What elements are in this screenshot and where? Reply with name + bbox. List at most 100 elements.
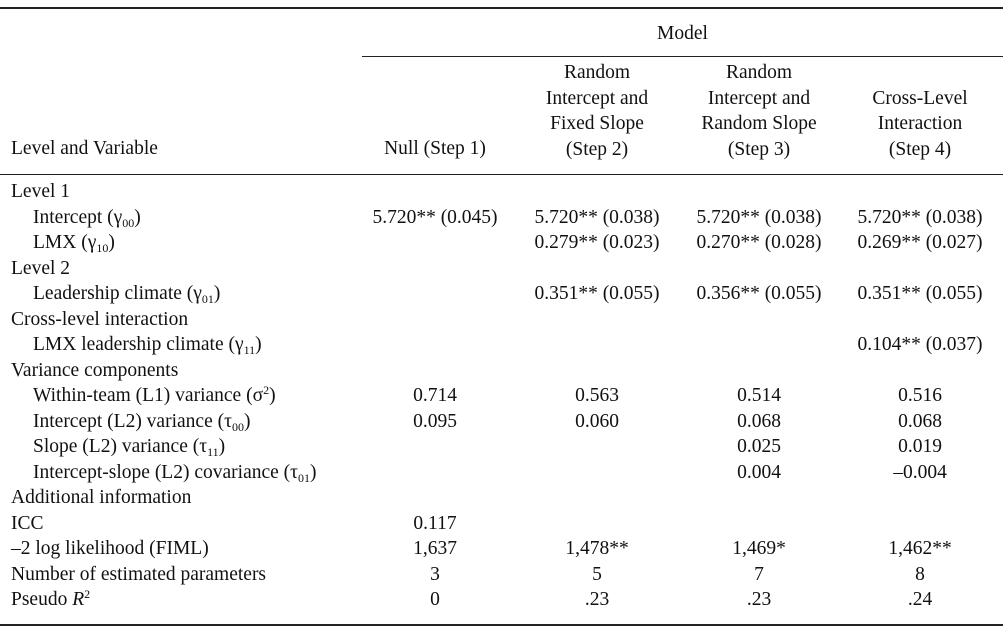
col-header-step3: Random Intercept and Random Slope (Step … xyxy=(688,60,830,162)
model-spanner-label: Model xyxy=(657,23,708,44)
row-label-text: Slope (L2) variance (τ xyxy=(33,436,208,457)
row-label-tail: ) xyxy=(218,436,226,457)
table-cell: 0.563 xyxy=(575,385,619,406)
row-label-text: –2 log likelihood (FIML) xyxy=(11,538,209,559)
table-cell: .23 xyxy=(584,589,610,610)
row-label-tail: ) xyxy=(134,206,141,228)
col-header-step4-line: (Step 4) xyxy=(888,138,952,160)
row-label: Slope (L2) variance (τ11) xyxy=(33,435,225,459)
col-header-step4-line: Cross-Level xyxy=(872,87,968,109)
table-cell: 0.269** (0.027) xyxy=(857,232,983,253)
row-label-italic: R xyxy=(72,589,85,610)
row-label-tail: ) xyxy=(309,461,317,483)
table-cell: 1,478** xyxy=(565,538,629,559)
table-cell: .24 xyxy=(907,589,933,610)
row-label: Leadership climate (γ01) xyxy=(33,282,220,306)
row-label: Level 2 xyxy=(11,257,70,281)
row-label: Intercept-slope (L2) covariance (τ01) xyxy=(33,461,316,485)
table-cell: 0 xyxy=(430,589,440,610)
table-cell: 0.714 xyxy=(413,385,457,406)
table-cell: 0.068 xyxy=(898,410,942,432)
table-cell: .23 xyxy=(746,589,772,610)
table-cell: 0.351** (0.055) xyxy=(534,283,660,304)
row-label: Intercept (L2) variance (τ00) xyxy=(33,410,250,434)
row-label-text: Leadership climate (γ xyxy=(33,283,202,304)
table-cell: 0.025 xyxy=(737,436,781,457)
table-cell: 5.720** (0.038) xyxy=(696,206,822,228)
row-label-text: Variance components xyxy=(11,359,179,381)
table-cell: 1,637 xyxy=(413,538,457,559)
header-rule xyxy=(0,174,1003,175)
table-cell: 0.019 xyxy=(898,436,942,457)
row-label-text: Intercept (L2) variance (τ xyxy=(33,410,232,432)
row-label: Within-team (L1) variance (σ2) xyxy=(33,384,276,408)
row-label-tail: ) xyxy=(213,283,221,304)
row-label-subscript: 10 xyxy=(96,241,109,255)
row-label-tail: ) xyxy=(108,232,115,253)
row-label: Cross-level interaction xyxy=(11,308,188,332)
row-label-tail: ) xyxy=(255,334,262,355)
col-header-step3-line: (Step 3) xyxy=(727,138,791,160)
row-label-subscript: 01 xyxy=(201,292,214,306)
row-label-text: Level 2 xyxy=(11,257,71,279)
table-cell: 0.117 xyxy=(413,512,457,534)
table-cell: 1,469* xyxy=(732,538,786,559)
row-label-tail: ) xyxy=(243,410,251,432)
row-label: Additional information xyxy=(11,486,191,510)
row-label-superscript: 2 xyxy=(263,383,270,397)
row-label-text: ICC xyxy=(11,512,44,534)
row-label-text: Number of estimated parameters xyxy=(11,563,267,585)
row-label: LMX (γ10) xyxy=(33,231,115,255)
row-label: Number of estimated parameters xyxy=(11,563,266,587)
bottom-rule xyxy=(0,624,1003,626)
table-cell: 1,462** xyxy=(888,538,952,559)
table-cell: 0.351** (0.055) xyxy=(857,283,983,304)
row-label-tail: ) xyxy=(269,385,276,406)
col-header-step2-line: (Step 2) xyxy=(565,138,629,160)
table-cell: –0.004 xyxy=(893,461,947,483)
table-cell: 5.720** (0.038) xyxy=(857,206,983,228)
table-cell: 5 xyxy=(592,563,602,585)
table-cell: 0.060 xyxy=(575,410,619,432)
row-label: ICC xyxy=(11,512,44,536)
table-cell: 7 xyxy=(754,563,764,585)
row-label-text: Cross-level interaction xyxy=(11,308,189,330)
row-label: –2 log likelihood (FIML) xyxy=(11,537,209,561)
table-cell: 0.104** (0.037) xyxy=(857,334,983,355)
model-spanner-rule xyxy=(362,56,1003,57)
row-label-text: Within-team (L1) variance (σ xyxy=(33,385,264,406)
col-header-step4-line: Interaction xyxy=(877,113,963,134)
table-cell: 0.514 xyxy=(737,385,781,406)
table-cell: 0.356** (0.055) xyxy=(696,283,822,304)
table-cell: 3 xyxy=(430,563,440,585)
table-cell: 5.720** (0.045) xyxy=(372,206,498,228)
row-label: Level 1 xyxy=(11,180,70,204)
col-header-step2-line: Fixed Slope xyxy=(550,113,644,134)
table-cell: 0.095 xyxy=(413,410,457,432)
col-header-step2-line: Intercept and xyxy=(545,87,649,109)
table-cell: 8 xyxy=(915,563,925,585)
table-cell: 5.720** (0.038) xyxy=(534,206,660,228)
row-label-subscript: 11 xyxy=(207,445,219,459)
table-cell: 0.270** (0.028) xyxy=(696,232,822,253)
table-cell: 0.516 xyxy=(898,385,942,406)
row-label-text: Pseudo xyxy=(11,589,73,610)
col-header-step2: Random Intercept and Fixed Slope (Step 2… xyxy=(526,60,668,162)
row-label-text: Additional information xyxy=(11,487,192,508)
table-cell: 0.279** (0.023) xyxy=(534,232,660,253)
row-label-text: LMX (γ xyxy=(33,232,97,253)
col-header-step3-line: Intercept and xyxy=(707,87,811,109)
col-header-step3-line: Random Slope xyxy=(701,113,817,134)
row-label-text: Intercept (γ xyxy=(33,206,123,228)
row-label: Pseudo R2 xyxy=(11,588,90,612)
row-label-subscript: 11 xyxy=(243,343,256,357)
stub-header: Level and Variable xyxy=(11,138,158,159)
row-label: Intercept (γ00) xyxy=(33,206,141,230)
col-header-step3-line: Random xyxy=(725,62,793,83)
col-header-null: Null (Step 1) xyxy=(384,138,486,159)
col-header-step4: Cross-Level Interaction (Step 4) xyxy=(849,86,991,163)
row-label-subscript: 00 xyxy=(122,215,135,230)
row-label: LMX leadership climate (γ11) xyxy=(33,333,262,357)
row-label-text: Intercept-slope (L2) covariance (τ xyxy=(33,461,298,483)
row-label-text: LMX leadership climate (γ xyxy=(33,334,244,355)
